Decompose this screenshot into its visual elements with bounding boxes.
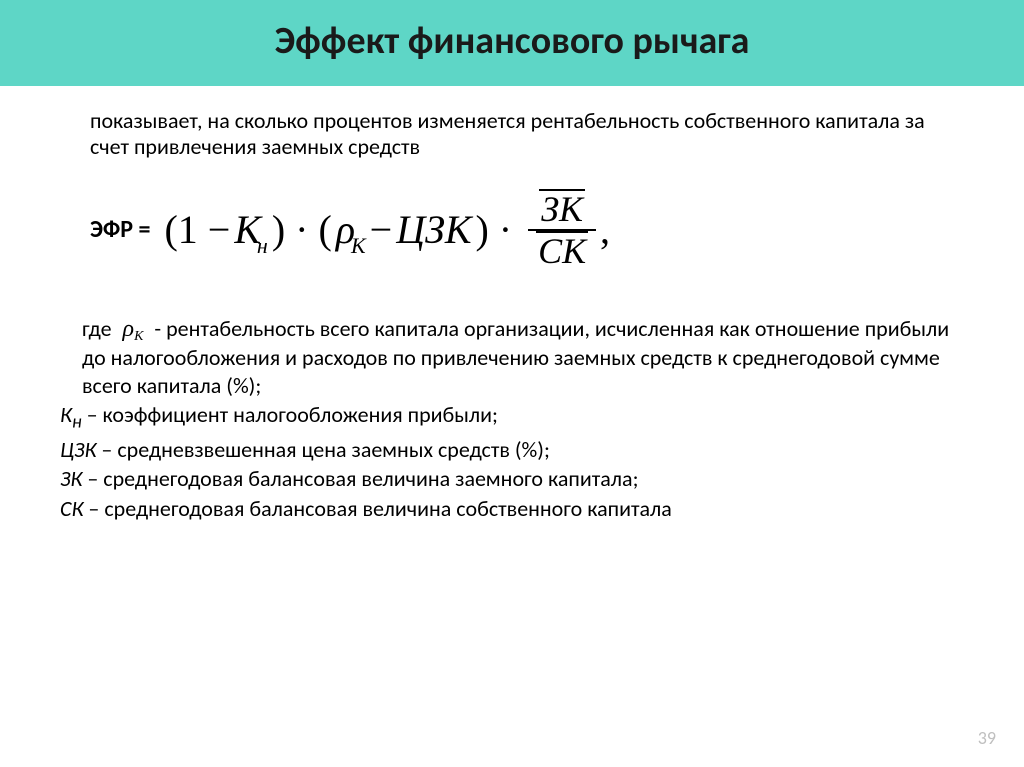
rho-inline-sub: К <box>134 329 143 344</box>
title-bar: Эффект финансового рычага <box>0 0 1024 86</box>
rho-symbol-icon: ρК <box>117 316 150 342</box>
f-open2: ( <box>318 206 331 253</box>
def-czk-sym: ЦЗК <box>60 436 96 463</box>
def-czk: ЦЗК – средневзвешенная цена заемных сред… <box>60 436 964 464</box>
def-rho-text: - рентабельность всего капитала организа… <box>82 315 949 399</box>
def-czk-text: – средневзвешенная цена заемных средств … <box>96 436 549 463</box>
f-czk: ЦЗК <box>396 206 471 253</box>
formula-lhs: ЭФР = <box>90 215 150 244</box>
definitions: где ρК - рентабельность всего капитала о… <box>60 314 964 522</box>
rho-inline-glyph: ρ <box>123 316 135 342</box>
f-frac-den: СК <box>536 231 588 271</box>
f-close2: ) <box>475 206 488 253</box>
f-dot2: · <box>493 206 518 253</box>
def-sk-text: – среднегодовая балансовая величина собс… <box>83 495 671 522</box>
f-open1: (1 − <box>164 206 230 253</box>
page-number: 39 <box>978 727 996 749</box>
def-sk: СК – среднегодовая балансовая величина с… <box>60 495 964 523</box>
where-label: где <box>82 315 112 342</box>
def-rho: где ρК - рентабельность всего капитала о… <box>60 314 964 399</box>
slide-content: показывает, на сколько процентов изменяе… <box>0 86 1024 522</box>
def-sk-sym: СК <box>60 495 83 522</box>
f-rho-sub: К <box>351 233 366 258</box>
def-zk-text: – среднегодовая балансовая величина заем… <box>82 465 638 492</box>
formula-rhs: (1 − Кн ) · ( ρК − ЦЗК ) · ЗК СК , <box>164 189 610 271</box>
def-kn: Кн – коэффициент налогообложения прибыли… <box>60 401 964 433</box>
f-Kn-n: н <box>257 233 268 258</box>
f-frac-num: ЗК <box>539 189 585 229</box>
def-kn-text: – коэффициент налогообложения прибыли; <box>82 401 498 428</box>
def-kn-sym: К <box>60 401 72 428</box>
def-kn-sub: н <box>72 411 82 433</box>
f-fraction: ЗК СК <box>528 189 596 271</box>
slide-title: Эффект финансового рычага <box>0 18 1024 64</box>
def-zk-sym: ЗК <box>60 465 82 492</box>
f-minus: − <box>370 206 393 253</box>
intro-paragraph: показывает, на сколько процентов изменяе… <box>60 108 964 161</box>
f-close1: ) <box>272 206 285 253</box>
f-dot1: · <box>289 206 314 253</box>
f-comma: , <box>600 206 610 253</box>
formula: ЭФР = (1 − Кн ) · ( ρК − ЦЗК ) · ЗК СК , <box>60 189 964 271</box>
def-zk: ЗК – среднегодовая балансовая величина з… <box>60 465 964 493</box>
